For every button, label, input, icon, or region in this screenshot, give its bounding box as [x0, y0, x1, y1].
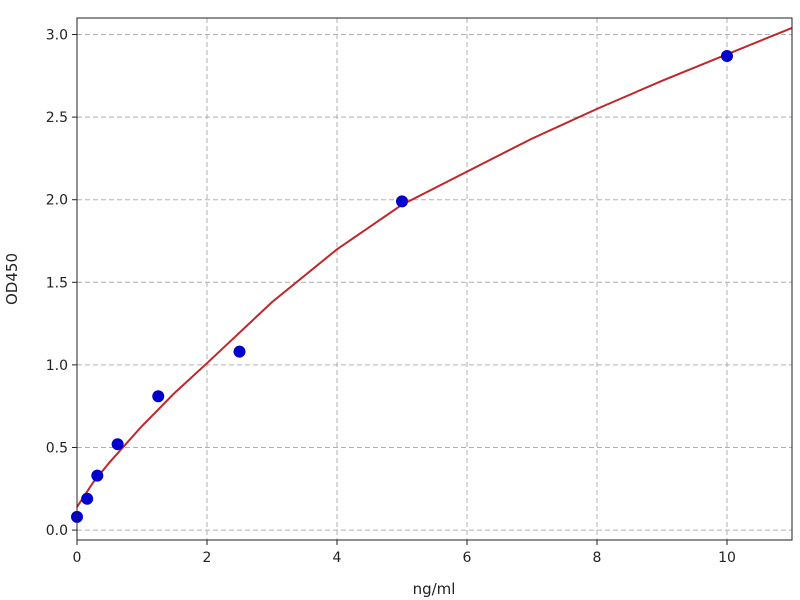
y-tick-label: 1.0 [46, 358, 68, 374]
x-tick-label: 4 [333, 550, 342, 566]
data-point [396, 195, 408, 208]
x-tick-label: 2 [203, 550, 212, 566]
y-tick-label: 2.0 [46, 193, 68, 209]
y-axis-label: OD450 [3, 253, 21, 305]
data-point [91, 469, 104, 482]
x-tick-label: 6 [463, 550, 472, 566]
y-tick-label: 0.0 [46, 523, 68, 539]
x-tick-label: 8 [593, 550, 602, 566]
grid [76, 18, 792, 540]
x-axis-label: ng/ml [413, 580, 456, 598]
fit-curve-group [76, 26, 793, 508]
data-point [721, 49, 733, 62]
y-tick-label: 0.5 [46, 440, 68, 456]
data-point [111, 438, 124, 451]
y-tick-label: 1.5 [46, 275, 68, 291]
data-point [81, 492, 94, 505]
data-points [71, 49, 733, 523]
x-tick-label: 0 [73, 550, 82, 566]
plot-frame [76, 17, 793, 541]
x-axis-ticks: 0 2 4 6 8 10 [73, 540, 736, 566]
x-tick-label: 10 [718, 550, 736, 566]
y-tick-label: 2.5 [46, 110, 68, 126]
fit-curve-line [76, 26, 793, 508]
y-axis-ticks: 0.0 0.5 1.0 1.5 2.0 2.5 3.0 [46, 28, 77, 539]
y-tick-label: 3.0 [46, 28, 68, 44]
data-point [233, 345, 246, 358]
data-point [152, 390, 165, 403]
